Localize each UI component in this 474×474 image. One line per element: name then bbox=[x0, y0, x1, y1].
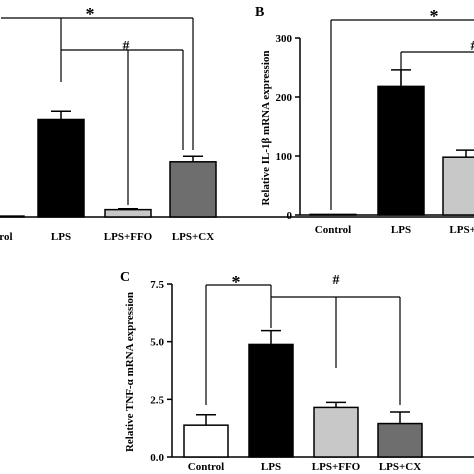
x-tick-label: LPS+FFO bbox=[312, 461, 361, 473]
significance-symbol: * bbox=[86, 4, 95, 24]
bar-lps-cx bbox=[169, 161, 217, 218]
x-tick-label: Control bbox=[188, 461, 224, 473]
x-tick-label: LPS+F bbox=[449, 224, 474, 236]
bar-control bbox=[183, 424, 229, 458]
bar-lps bbox=[37, 118, 85, 218]
bar-lps-ffo bbox=[104, 208, 152, 218]
bar-control bbox=[309, 213, 357, 216]
bar-lps bbox=[377, 85, 425, 216]
y-tick-label: 2.5 bbox=[150, 394, 164, 406]
y-tick-label: 0 bbox=[287, 210, 293, 222]
x-tick-label: LPS+CX bbox=[379, 461, 421, 473]
x-tick-label: LPS bbox=[51, 231, 71, 243]
panel-letter: B bbox=[255, 5, 264, 20]
y-tick-label: 300 bbox=[276, 33, 293, 45]
y-tick-label: 7.5 bbox=[150, 279, 164, 291]
y-tick-label: 0.0 bbox=[150, 452, 164, 464]
bar-lps-ffo bbox=[313, 406, 359, 458]
significance-symbol: * bbox=[430, 6, 439, 26]
panel-a: ntrol LPS LPS+FFO LPS+CX * # bbox=[0, 4, 474, 243]
significance-symbol: * bbox=[232, 272, 241, 292]
y-tick-label: 200 bbox=[276, 92, 293, 104]
bar-lps-cx bbox=[377, 422, 423, 458]
bar-lps-ffo bbox=[442, 156, 474, 216]
significance-symbol: # bbox=[471, 39, 474, 54]
x-tick-label: Control bbox=[315, 224, 351, 236]
y-axis-label: Relative IL-1β mRNA expression bbox=[260, 51, 272, 206]
panel-letter: C bbox=[120, 270, 130, 285]
x-tick-label: LPS+CX bbox=[172, 231, 214, 243]
y-axis-label: Relative TNF-α mRNA expression bbox=[124, 292, 136, 452]
y-tick-label: 100 bbox=[276, 151, 293, 163]
bar-control bbox=[0, 215, 25, 218]
x-tick-label: LPS bbox=[391, 224, 411, 236]
significance-symbol: # bbox=[333, 273, 340, 288]
panel-c: C 0.0 2.5 5.0 7.5 Relative TNF-α mRNA express… bbox=[120, 270, 474, 473]
x-tick-label: LPS bbox=[261, 461, 281, 473]
significance-symbol: # bbox=[123, 39, 130, 54]
panel-b: B 0 100 200 300 Relative IL-1β mRNA expressio… bbox=[255, 5, 474, 236]
x-tick-label: LPS+FFO bbox=[104, 231, 153, 243]
y-tick-label: 5.0 bbox=[150, 337, 164, 349]
bar-lps bbox=[248, 343, 294, 458]
x-tick-label: ntrol bbox=[0, 231, 13, 243]
